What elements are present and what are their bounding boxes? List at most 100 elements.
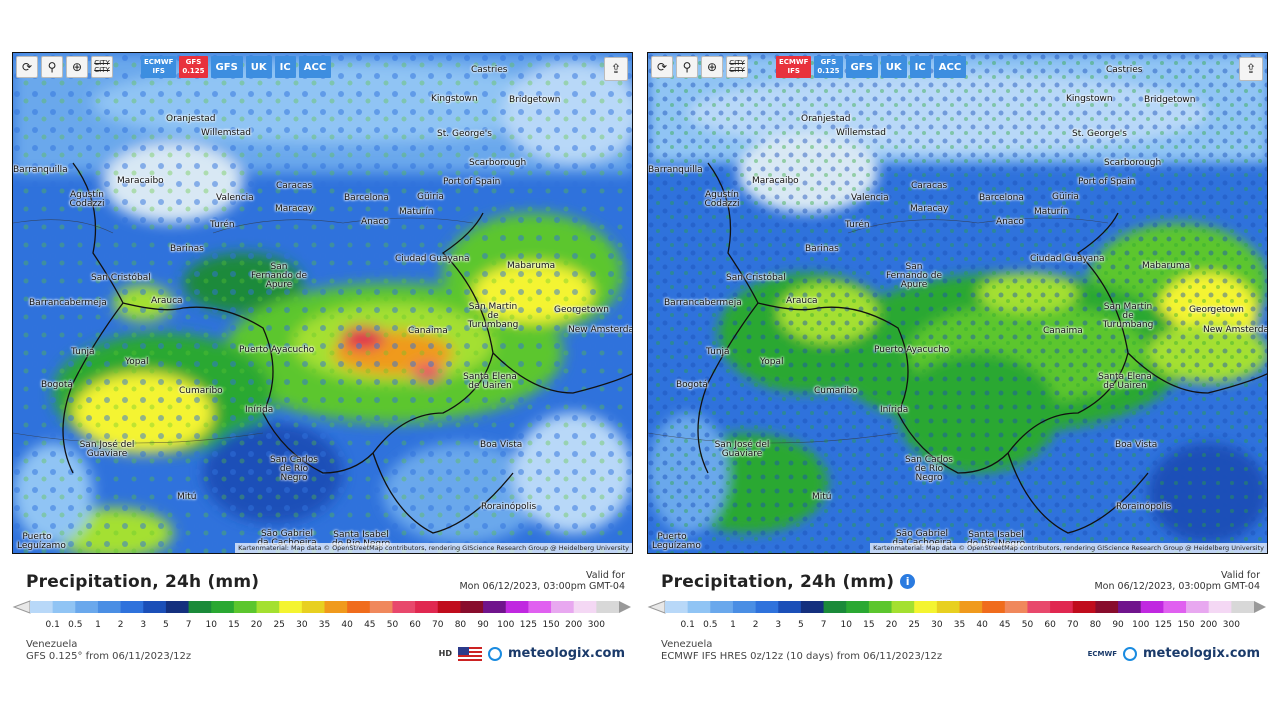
scale-swatch bbox=[596, 601, 620, 613]
city-toggle-button[interactable]: CITY CITY bbox=[726, 56, 748, 78]
city-label: Anaco bbox=[996, 217, 1024, 227]
model-button-ic[interactable]: IC bbox=[274, 56, 296, 78]
scale-tick-label: 30 bbox=[931, 620, 943, 630]
refresh-icon[interactable]: ⟳ bbox=[16, 56, 38, 78]
scale-tick-label: 1 bbox=[95, 620, 101, 630]
model-button-uk[interactable]: UK bbox=[880, 56, 907, 78]
scale-tick-label: 80 bbox=[1089, 620, 1102, 630]
zoom-icon[interactable]: ⊕ bbox=[701, 56, 723, 78]
scale-swatch bbox=[710, 601, 734, 613]
scale-swatch bbox=[301, 601, 325, 613]
location-pin-icon[interactable]: ⚲ bbox=[41, 56, 63, 78]
scale-swatch bbox=[1208, 601, 1232, 613]
panel-gfs: ⟳ ⚲ ⊕ CITY CITY ECMWF IFS GFS 0.125 GFS UK … bbox=[12, 52, 633, 666]
model-button-acc[interactable]: ACC bbox=[933, 56, 967, 78]
scale-swatch bbox=[347, 601, 371, 613]
brand[interactable]: HD meteologix.com bbox=[439, 646, 625, 661]
city-label: Barcelona bbox=[344, 193, 389, 203]
model-button-gfs[interactable]: GFS bbox=[845, 56, 878, 78]
city-label: Georgetown bbox=[1189, 305, 1244, 315]
model-button-ecmwf-ifs[interactable]: ECMWF IFS bbox=[141, 56, 177, 78]
model-button-gfs-0125[interactable]: GFS 0.125 bbox=[179, 56, 208, 78]
scale-swatch bbox=[755, 601, 779, 613]
city-label: Barranquilla bbox=[13, 165, 68, 175]
city-label: Puerto Ayacucho bbox=[239, 345, 315, 355]
city-label: San Fernando de Apure bbox=[885, 262, 943, 290]
meteologix-logo-icon bbox=[488, 646, 503, 661]
model-button-gfs[interactable]: GFS bbox=[210, 56, 243, 78]
model-button-gfs-0125[interactable]: GFS 0.125 bbox=[814, 56, 843, 78]
scale-swatch bbox=[551, 601, 575, 613]
city-label: Cumaribo bbox=[179, 386, 223, 396]
city-label: Kingstown bbox=[431, 94, 478, 104]
scale-swatch bbox=[279, 601, 303, 613]
legend-title: Precipitation, 24h (mm) bbox=[26, 572, 260, 592]
scale-ticks: 0.1 0.5 1 2 3 5 7 10 15 20 25 30 35 40 45 50 60 70 80 90 100… bbox=[30, 620, 619, 632]
scale-tick-label: 20 bbox=[250, 620, 263, 630]
scale-tick-label: 25 bbox=[908, 620, 920, 630]
city-label: Tunja bbox=[706, 347, 730, 357]
precipitation-map[interactable]: ⟳ ⚲ ⊕ CITY CITY ECMWF IFS GFS 0.125 GFS UK … bbox=[647, 52, 1268, 554]
model-button-uk[interactable]: UK bbox=[245, 56, 272, 78]
model-button-ic[interactable]: IC bbox=[909, 56, 931, 78]
city-label: Scarborough bbox=[1104, 158, 1162, 168]
city-label: Mabaruma bbox=[1142, 261, 1191, 271]
scale-tick-label: 5 bbox=[163, 620, 169, 630]
scale-arrow-right bbox=[1254, 601, 1266, 613]
scale-tick-label: 45 bbox=[364, 620, 376, 630]
scale-swatch bbox=[1231, 601, 1255, 613]
info-icon[interactable]: i bbox=[900, 574, 916, 589]
scale-swatch bbox=[1186, 601, 1210, 613]
precipitation-field bbox=[648, 53, 1267, 553]
city-label: Bogotá bbox=[676, 380, 708, 390]
city-label: Güiria bbox=[1052, 192, 1079, 202]
city-label: Ciudad Guayana bbox=[1030, 254, 1105, 264]
scale-tick-label: 3 bbox=[775, 620, 782, 630]
model-button-acc[interactable]: ACC bbox=[298, 56, 332, 78]
city-label: Mitú bbox=[177, 492, 197, 502]
city-label: Turén bbox=[210, 220, 235, 230]
scale-swatch bbox=[437, 601, 461, 613]
zoom-icon[interactable]: ⊕ bbox=[66, 56, 88, 78]
scale-swatch bbox=[846, 601, 870, 613]
scale-arrow-left bbox=[12, 600, 31, 614]
city-label: Cumaribo bbox=[814, 386, 858, 396]
scale-swatch bbox=[143, 601, 167, 613]
city-label: Agustín Codazzi bbox=[704, 190, 740, 209]
legend: Precipitation, 24h (mm) i Valid for Mon 06… bbox=[647, 562, 1268, 666]
city-label: Inírida bbox=[880, 405, 909, 415]
scale-swatch bbox=[936, 601, 960, 613]
scale-tick-label: 3 bbox=[140, 620, 147, 630]
share-icon[interactable]: ⇪ bbox=[604, 57, 628, 81]
city-label: Oranjestad bbox=[801, 114, 851, 124]
scale-swatch bbox=[1118, 601, 1142, 613]
brand-name: meteologix.com bbox=[1143, 646, 1260, 661]
legend-title: Precipitation, 24h (mm) i bbox=[661, 572, 916, 592]
city-label: Barinas bbox=[170, 244, 204, 254]
brand[interactable]: ECMWF meteologix.com bbox=[1088, 646, 1260, 661]
city-label: New Amsterdam bbox=[568, 325, 632, 335]
scale-tick-label: 35 bbox=[318, 620, 331, 630]
map-attribution: Kartenmaterial: Map data © OpenStreetMap… bbox=[870, 543, 1267, 553]
refresh-icon[interactable]: ⟳ bbox=[651, 56, 673, 78]
city-label: San Carlos de Río Negro bbox=[905, 455, 953, 483]
scale-ticks: 0.1 0.5 1 2 3 5 7 10 15 20 25 30 35 40 45 50 60 70 80 90 100… bbox=[665, 620, 1254, 632]
location-pin-icon[interactable]: ⚲ bbox=[676, 56, 698, 78]
city-label: Maracaibo bbox=[117, 176, 164, 186]
city-label: Bogotá bbox=[41, 380, 73, 390]
panel-ecmwf: ⟳ ⚲ ⊕ CITY CITY ECMWF IFS GFS 0.125 GFS UK … bbox=[647, 52, 1268, 666]
valid-time: Valid for Mon 06/12/2023, 03:00pm GMT-04 bbox=[459, 570, 625, 592]
city-label: Kingstown bbox=[1066, 94, 1113, 104]
scale-swatch bbox=[30, 601, 54, 613]
scale-tick-label: 70 bbox=[1067, 620, 1079, 630]
precipitation-field bbox=[13, 53, 632, 553]
share-icon[interactable]: ⇪ bbox=[1239, 57, 1263, 81]
city-label: Rorainópolis bbox=[481, 502, 537, 512]
model-button-ecmwf-ifs[interactable]: ECMWF IFS bbox=[776, 56, 812, 78]
city-toggle-button[interactable]: CITY CITY bbox=[91, 56, 113, 78]
scale-swatch bbox=[1095, 601, 1119, 613]
scale-tick-label: 35 bbox=[953, 620, 966, 630]
scale-swatch bbox=[211, 601, 235, 613]
city-label: Mitú bbox=[812, 492, 832, 502]
precipitation-map[interactable]: ⟳ ⚲ ⊕ CITY CITY ECMWF IFS GFS 0.125 GFS UK … bbox=[12, 52, 633, 554]
